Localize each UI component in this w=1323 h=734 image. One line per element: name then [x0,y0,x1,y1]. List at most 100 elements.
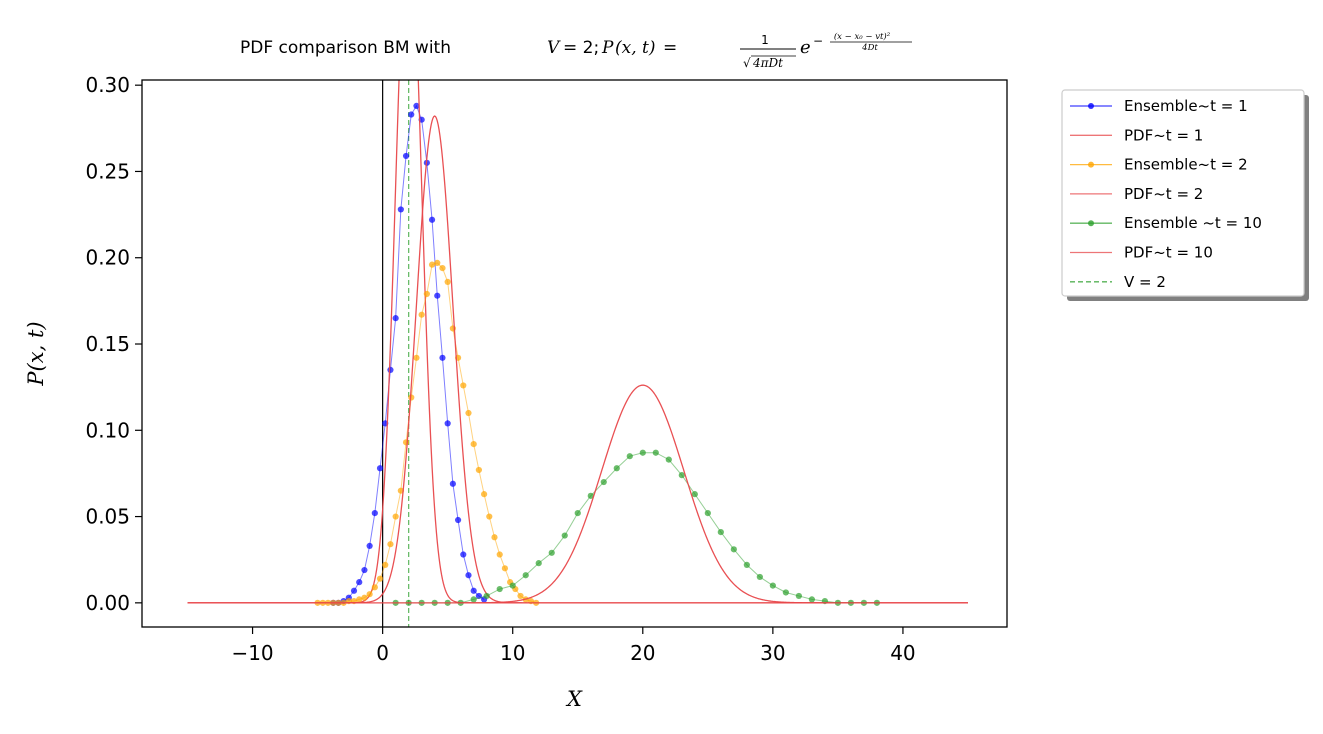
ensemble-point-t1 [350,587,358,594]
ensemble-point-t1 [449,480,456,487]
math-num-1: 1 [761,33,769,47]
ensemble-point-t2 [371,584,378,591]
legend-entry: V = 2 [1070,273,1166,291]
ensemble-point-t1 [428,216,436,223]
ensemble-point-t2 [486,513,493,520]
y-tick-label: 0.30 [85,73,130,97]
legend-entry: PDF~t = 10 [1070,244,1213,262]
ensemble-point-t2 [361,594,368,601]
axes-frame [141,79,1008,628]
math-exp-den: 4Dt [861,43,878,53]
ensemble-point-t2 [387,541,394,548]
ensemble-point-t1 [397,206,404,213]
ensemble-point-t1 [454,516,462,524]
ensemble-point-t2 [444,278,451,285]
legend-entry: Ensemble ~t = 10 [1070,214,1262,232]
math-args: (x, t) [615,38,656,58]
ensemble-point-t1 [434,292,441,299]
ensemble-point-t1 [444,420,451,427]
ensemble-point-t1 [413,102,420,109]
y-tick-label: 0.20 [85,246,130,270]
y-tick-label: 0.25 [85,159,130,183]
math-minus: − [813,34,823,48]
ensemble-point-t10 [561,532,568,539]
ensemble-point-t2 [356,596,363,603]
ensemble-point-t2 [418,311,425,318]
ensemble-point-t10 [665,456,672,463]
ensemble-point-t1 [392,315,399,322]
ensemble-point-t10 [496,585,503,593]
chart-title-prefix: PDF comparison BM with [240,38,451,58]
ensemble-point-t10 [587,492,594,499]
math-equals: = [663,38,677,58]
ensemble-point-t2 [428,261,436,268]
ensemble-point-t10 [808,596,815,603]
legend-entry: PDF~t = 2 [1070,185,1203,203]
ensemble-point-t2 [470,440,477,448]
ensemble-point-t1 [387,366,394,373]
legend-label: Ensemble~t = 2 [1124,156,1248,174]
ensemble-point-t2 [496,551,503,558]
x-tick-label: 20 [630,641,655,665]
ensemble-point-t2 [434,259,441,267]
ensemble-point-t10 [548,549,555,556]
y-tick-label: 0.00 [85,591,130,615]
plot-area [187,80,968,627]
ensemble-point-t1 [470,587,477,594]
ensemble-point-t1 [371,510,378,517]
ensemble-point-t10 [483,592,490,600]
x-tick-label: 40 [890,641,915,665]
ensemble-point-t10 [678,472,685,479]
ensemble-point-t1 [408,111,415,118]
ensemble-point-t1 [366,542,373,550]
ensemble-point-t10 [509,582,516,589]
legend-label: V = 2 [1124,273,1166,291]
chart-title-text: PDF comparison BM with [240,38,451,58]
ensemble-point-t2 [392,513,399,520]
x-tick-label: 10 [500,641,525,665]
ensemble-point-t10 [730,546,737,553]
ensemble-point-t10 [652,449,659,456]
axes: −10 0 10 20 30 40 0.00 0.05 0.10 0.15 0.20 0.25 0.30… [24,73,1008,711]
ensemble-point-t10 [795,592,802,600]
ensemble-point-t10 [639,449,646,456]
legend-swatch-marker [1088,103,1094,109]
ensemble-point-t2 [491,534,498,541]
ensemble-point-t10 [574,510,581,517]
ensemble-point-t2 [460,382,467,389]
ensemble-point-t2 [366,591,373,598]
ensemble-point-t10 [470,596,477,603]
legend-swatch-marker [1088,161,1094,168]
ensemble-point-t2 [382,561,389,568]
ensemble-point-t10 [743,561,750,568]
math-sqrt: √ [743,56,751,70]
math-v: V [547,38,561,58]
legend-label: PDF~t = 1 [1124,126,1203,144]
ensemble-point-t1 [465,572,472,579]
legend-label: Ensemble ~t = 10 [1124,214,1262,232]
legend-box [1061,89,1305,297]
y-tick-label: 0.05 [85,505,130,529]
math-denom: 4πDt [752,56,783,70]
ensemble-point-t10 [613,465,620,472]
ensemble-markers-t2 [314,259,540,606]
ensemble-point-t2 [413,354,420,361]
y-axis-label: P(x, t) [24,321,48,386]
ensemble-point-t2 [481,491,488,498]
ensemble-point-t2 [465,409,472,417]
ensemble-point-t1 [376,465,384,472]
ensemble-point-t10 [626,453,633,460]
math-exp-num: (x − x₀ − vt)² [834,31,891,42]
ensemble-point-t10 [535,560,542,567]
legend-label: Ensemble~t = 1 [1124,97,1248,115]
ensemble-line-t10 [395,452,877,604]
ensemble-point-t10 [756,573,763,581]
math-eq2: = 2; [563,38,599,58]
legend-label: PDF~t = 10 [1124,244,1213,262]
ensemble-line-t2 [317,262,537,604]
ensemble-point-t1 [356,579,363,586]
ensemble-point-t10 [717,528,724,536]
ensemble-point-t10 [704,510,711,517]
